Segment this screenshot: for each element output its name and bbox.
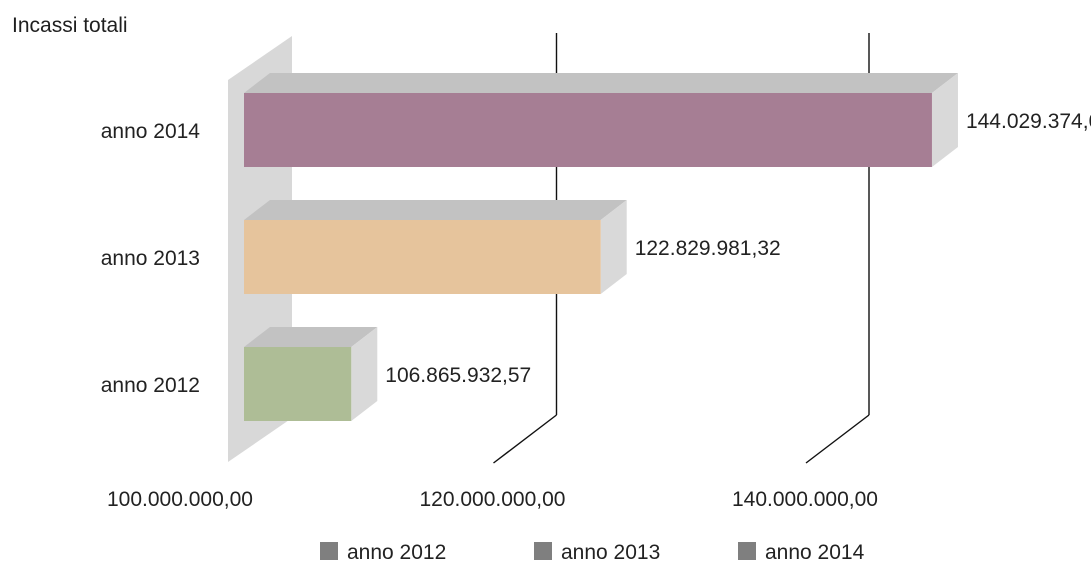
bar-top-face	[244, 73, 958, 93]
x-tick-label: 120.000.000,00	[420, 488, 566, 511]
category-label: anno 2013	[101, 247, 200, 270]
legend-swatch	[738, 542, 756, 560]
legend-label: anno 2013	[561, 541, 660, 564]
data-label: 122.829.981,32	[635, 237, 781, 260]
bar	[244, 220, 601, 294]
gridline-depth	[805, 414, 870, 464]
legend-label: anno 2014	[765, 541, 865, 564]
legend-swatch	[320, 542, 338, 560]
x-tick-label: 140.000.000,00	[732, 488, 878, 511]
legend-label: anno 2012	[347, 541, 446, 564]
data-label: 144.029.374,05	[966, 110, 1091, 133]
bar-side-face	[931, 73, 958, 167]
bar	[244, 347, 352, 421]
chart-title: Incassi totali	[12, 14, 128, 37]
category-label: anno 2012	[101, 374, 200, 397]
bar-side-face	[351, 327, 378, 421]
gridline-depth	[493, 414, 557, 464]
x-tick-label: 100.000.000,00	[107, 488, 253, 511]
bar-side-face	[600, 200, 627, 294]
bar-top-face	[244, 327, 378, 347]
data-label: 106.865.932,57	[385, 364, 531, 387]
bar-top-face	[244, 200, 627, 220]
bar	[244, 93, 932, 167]
legend-swatch	[534, 542, 552, 560]
category-label: anno 2014	[101, 120, 201, 143]
